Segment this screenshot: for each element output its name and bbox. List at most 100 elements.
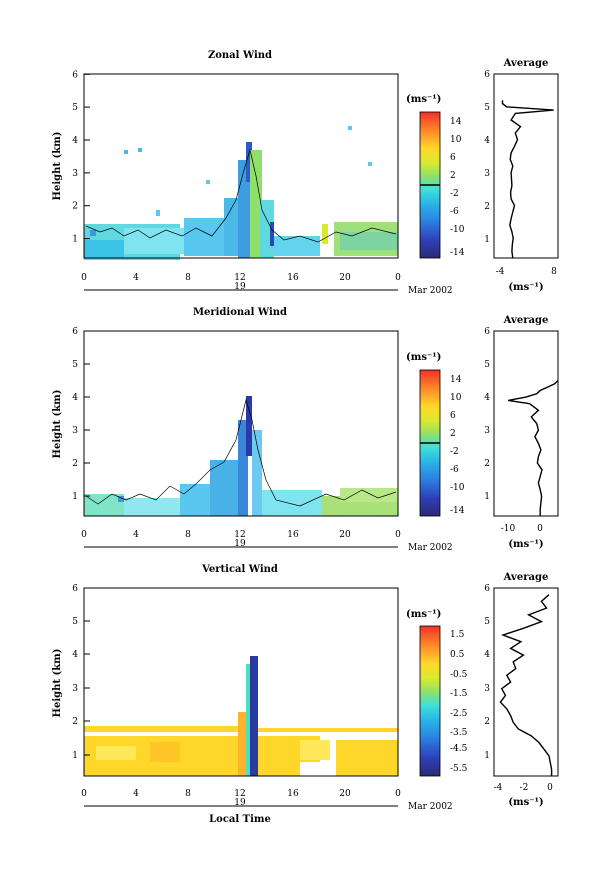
profile-y-ticks: 1 2 3 4 5 6: [484, 327, 490, 502]
svg-text:-1.5: -1.5: [450, 689, 468, 699]
y-axis-label: Height (km): [52, 390, 63, 459]
svg-text:6: 6: [72, 584, 78, 594]
svg-text:20: 20: [339, 530, 351, 540]
svg-text:6: 6: [450, 153, 456, 163]
svg-text:-14: -14: [450, 506, 465, 516]
profile-y-ticks: 1 2 3 4 5 6: [484, 70, 490, 245]
colorbar-ticks: 14 10 6 2 -2 -6 -10 -14: [450, 117, 465, 258]
svg-text:20: 20: [339, 273, 351, 283]
svg-text:5: 5: [484, 103, 490, 113]
month-label: Mar 2002: [408, 802, 453, 812]
plot-frame: [83, 73, 399, 259]
svg-text:6: 6: [484, 327, 490, 337]
contour-line: [85, 398, 397, 507]
svg-text:1.5: 1.5: [450, 630, 465, 640]
svg-text:0: 0: [81, 789, 87, 799]
profile-x-unit: (ms⁻¹): [508, 797, 543, 808]
heatmap-data: [84, 656, 398, 776]
profile-title: Average: [503, 58, 549, 69]
svg-text:1: 1: [484, 235, 490, 245]
svg-text:5: 5: [72, 360, 78, 370]
plot-frame: [83, 587, 399, 777]
day-label: 19: [234, 539, 246, 549]
profile-y-ticks: 1 2 3 4 5 6: [484, 584, 490, 761]
panel-vertical: Vertical Wind 1 2 3 4 5 6 0 4 8: [52, 564, 559, 825]
svg-text:4: 4: [133, 530, 139, 540]
colorbar-ticks: 14 10 6 2 -2 -6 -10 -14: [450, 375, 465, 516]
panel-title: Zonal Wind: [208, 50, 272, 61]
svg-text:2: 2: [484, 202, 490, 212]
svg-text:-6: -6: [450, 465, 459, 475]
svg-text:-2: -2: [450, 447, 459, 457]
svg-text:0: 0: [395, 273, 401, 283]
month-label: Mar 2002: [408, 543, 453, 553]
y-axis-label: Height (km): [52, 649, 63, 718]
day-label: 19: [234, 798, 246, 808]
heatmap-data: [84, 126, 398, 260]
svg-text:16: 16: [287, 273, 299, 283]
y-axis-label: Height (km): [52, 132, 63, 201]
svg-text:10: 10: [450, 393, 462, 403]
svg-text:2: 2: [72, 202, 78, 212]
svg-text:6: 6: [72, 70, 78, 80]
svg-text:4: 4: [484, 136, 490, 146]
svg-text:6: 6: [484, 584, 490, 594]
svg-text:10: 10: [450, 135, 462, 145]
svg-text:4: 4: [72, 393, 78, 403]
svg-text:2: 2: [72, 717, 78, 727]
plot-frame: [83, 330, 399, 517]
svg-text:5: 5: [484, 617, 490, 627]
svg-text:1: 1: [484, 751, 490, 761]
svg-text:0: 0: [81, 273, 87, 283]
colorbar: [419, 625, 441, 777]
svg-text:1: 1: [72, 235, 78, 245]
svg-text:5: 5: [484, 360, 490, 370]
svg-text:1: 1: [484, 492, 490, 502]
svg-text:4: 4: [484, 650, 490, 660]
profile-x-unit: (ms⁻¹): [508, 539, 543, 550]
svg-text:2: 2: [450, 429, 456, 439]
svg-text:12: 12: [234, 789, 245, 799]
panel-title: Meridional Wind: [193, 307, 287, 318]
svg-text:-4.5: -4.5: [450, 744, 468, 754]
contour-line: [85, 148, 397, 243]
svg-text:4: 4: [72, 650, 78, 660]
svg-text:14: 14: [450, 375, 462, 385]
heatmap-data: [84, 396, 398, 516]
svg-text:8: 8: [185, 530, 191, 540]
svg-text:5: 5: [72, 103, 78, 113]
svg-text:2: 2: [450, 171, 456, 181]
profile-x-unit: (ms⁻¹): [508, 282, 543, 293]
svg-text:12: 12: [234, 273, 245, 283]
profile-title: Average: [503, 572, 549, 583]
average-profile-line: [508, 380, 559, 516]
svg-text:3: 3: [72, 684, 78, 694]
svg-text:6: 6: [484, 70, 490, 80]
svg-text:2: 2: [484, 717, 490, 727]
unit-label: (ms⁻¹): [406, 352, 441, 363]
svg-text:20: 20: [339, 789, 351, 799]
svg-text:14: 14: [450, 117, 462, 127]
month-label: Mar 2002: [408, 286, 453, 296]
svg-text:2: 2: [484, 459, 490, 469]
average-profile-line: [499, 594, 553, 776]
unit-label: (ms⁻¹): [406, 609, 441, 620]
x-ticks: 0 4 8 12 16 20 0: [81, 789, 401, 799]
y-ticks: 1 2 3 4 5 6: [72, 327, 90, 502]
profile-x-tick: -10: [501, 524, 516, 534]
svg-text:3: 3: [484, 426, 490, 436]
panel-title: Vertical Wind: [201, 564, 278, 575]
y-ticks: 1 2 3 4 5 6: [72, 584, 90, 761]
svg-text:-10: -10: [450, 225, 465, 235]
profile-title: Average: [503, 315, 549, 326]
svg-text:2: 2: [72, 459, 78, 469]
svg-text:12: 12: [234, 530, 245, 540]
panel-zonal: Zonal Wind 1 2: [52, 50, 559, 296]
svg-text:4: 4: [133, 273, 139, 283]
profile-x-tick: -4: [496, 267, 505, 277]
svg-text:3: 3: [72, 169, 78, 179]
x-ticks: 0 4 8 12 16 20 0: [81, 530, 401, 540]
colorbar-ticks: 1.5 0.5 -0.5 -1.5 -2.5 -3.5 -4.5 -5.5: [450, 630, 468, 774]
svg-text:0.5: 0.5: [450, 650, 465, 660]
profile-x-tick: 0: [537, 524, 543, 534]
